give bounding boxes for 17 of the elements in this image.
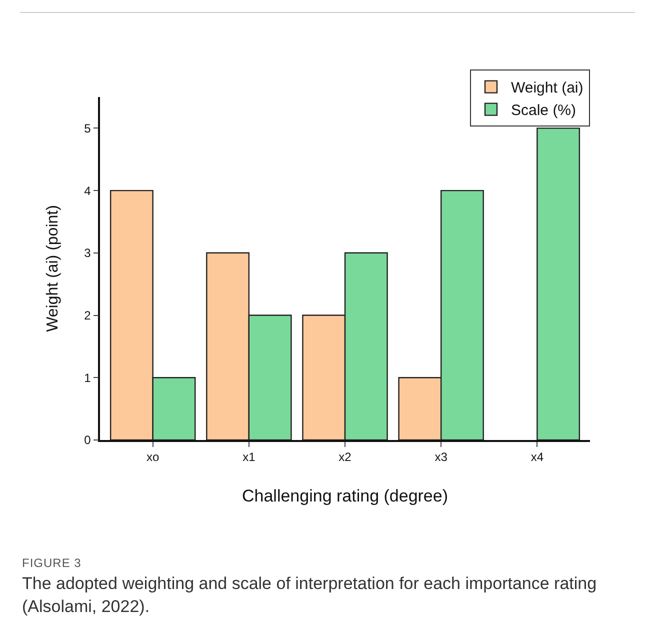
y-tick-label: 1 [84, 370, 92, 385]
y-tick-label: 4 [84, 184, 92, 198]
y-tick-label: 3 [84, 246, 92, 260]
y-tick-label: 0 [84, 433, 92, 448]
x-tick-label: x2 [338, 450, 352, 464]
legend-label: Weight (ai) [511, 80, 584, 97]
x-axis-title: Challenging rating (degree) [242, 486, 448, 506]
y-tick-label: 5 [84, 121, 92, 136]
x-tick-label: x3 [434, 450, 448, 464]
x-tick-label: xo [146, 450, 160, 464]
x-tick-label: x1 [242, 450, 256, 464]
x-tick-label: x4 [530, 450, 544, 464]
legend-label: Scale (%) [511, 102, 576, 120]
caption: FIGURE 3 [22, 556, 82, 570]
y-tick-label: 2 [84, 308, 92, 322]
text: The adopted weighting and scale of interpretation for each importance rating (Alsolami, 2022). [22, 573, 598, 618]
y-axis-title: Weight (ai) (point) [44, 205, 62, 332]
